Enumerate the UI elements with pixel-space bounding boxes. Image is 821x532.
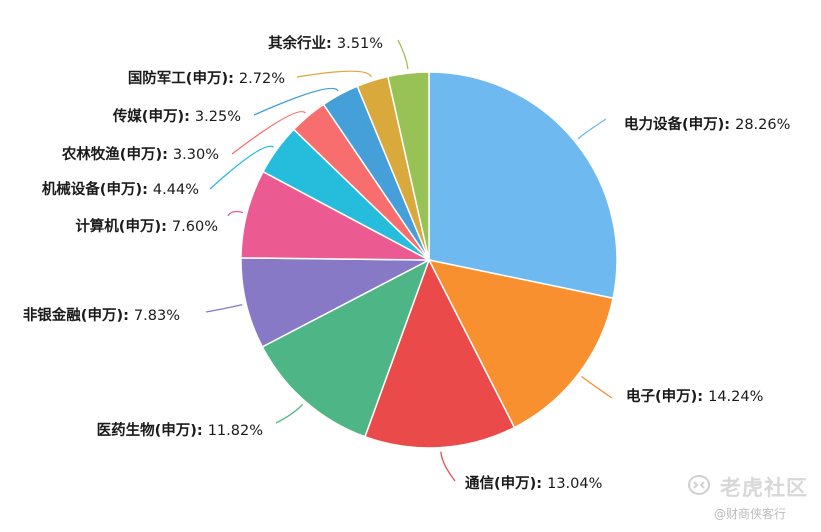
- slice-label: 电力设备(申万): 28.26%: [624, 115, 790, 133]
- pie-slice: [428, 71, 618, 300]
- slice-category: 传媒(申万):: [112, 107, 195, 125]
- slice-category: 农林牧渔(申万):: [61, 145, 173, 163]
- slice-category: 非银金融(申万):: [23, 306, 134, 324]
- leader-line: [205, 303, 243, 313]
- slice-category: 通信(申万):: [465, 474, 547, 492]
- tiger-logo-icon: [687, 474, 711, 496]
- watermark-brand: 老虎社区: [720, 476, 808, 500]
- slice-label: 农林牧渔(申万): 3.30%: [61, 145, 219, 163]
- slice-label: 非银金融(申万): 7.83%: [23, 306, 180, 324]
- slice-category: 国防军工(申万):: [128, 69, 239, 87]
- pie-slice: [386, 71, 430, 261]
- slice-value: 7.83%: [134, 308, 180, 324]
- pie-slice: [363, 258, 516, 449]
- pie-slice: [240, 257, 430, 348]
- leader-line: [209, 145, 275, 190]
- slice-label: 医药生物(申万): 11.82%: [97, 421, 263, 439]
- leader-line: [227, 210, 244, 217]
- slice-label: 机械设备(申万): 4.44%: [42, 180, 199, 198]
- slice-value: 3.25%: [195, 109, 241, 125]
- slice-value: 3.30%: [173, 147, 219, 163]
- slice-label: 传媒(申万): 3.25%: [112, 107, 241, 125]
- slice-label: 通信(申万): 13.04%: [465, 474, 602, 492]
- slice-label: 电子(申万): 14.24%: [626, 387, 763, 405]
- slice-value: 4.44%: [153, 182, 199, 198]
- leader-line: [275, 404, 304, 424]
- slice-value: 3.51%: [337, 36, 383, 52]
- slice-value: 11.82%: [208, 423, 263, 439]
- leader-line: [440, 451, 456, 482]
- leader-line: [296, 70, 372, 78]
- leaders-layer: [205, 39, 613, 482]
- leader-line: [231, 111, 306, 155]
- slice-label: 其余行业: 3.51%: [268, 34, 383, 52]
- slice-category: 计算机(申万):: [75, 217, 172, 235]
- watermark-sub: @财商侠客行: [714, 507, 787, 521]
- slice-category: 电子(申万):: [626, 387, 708, 405]
- slice-category: 医药生物(申万):: [97, 421, 208, 439]
- slice-category: 机械设备(申万):: [42, 180, 153, 198]
- leader-line: [581, 375, 613, 399]
- slice-value: 13.04%: [547, 476, 602, 492]
- pie-slice: [261, 258, 431, 438]
- slice-value: 7.60%: [172, 219, 218, 235]
- slice-category: 其余行业:: [268, 34, 337, 52]
- pie-slice: [427, 258, 614, 429]
- slices-layer: [240, 71, 618, 449]
- leader-line: [253, 87, 339, 116]
- slice-value: 28.26%: [735, 117, 790, 133]
- slice-label: 国防军工(申万): 2.72%: [128, 69, 285, 87]
- slice-value: 2.72%: [239, 71, 285, 87]
- slice-label: 计算机(申万): 7.60%: [75, 217, 218, 235]
- slice-value: 14.24%: [708, 389, 763, 405]
- slice-category: 电力设备(申万):: [624, 115, 735, 133]
- labels-layer: 电力设备(申万): 28.26% 电子(申万): 14.24% 通信(申万): 13…: [23, 34, 791, 492]
- leader-line: [577, 118, 607, 140]
- leader-line: [397, 39, 409, 70]
